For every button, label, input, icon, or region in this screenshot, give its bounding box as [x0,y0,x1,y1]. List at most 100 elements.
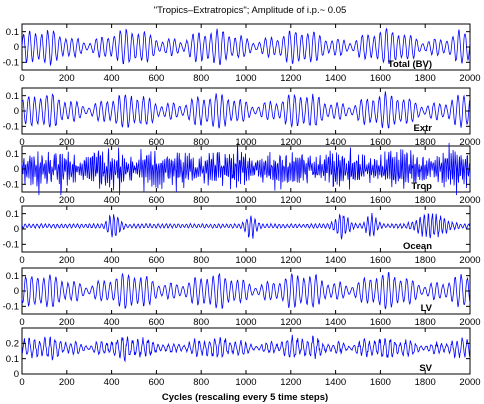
x-tick-label: 200 [59,317,75,328]
x-tick-label: 200 [59,195,75,206]
x-tick-label: 1200 [280,137,301,148]
y-tick-label: -0.1 [3,302,19,313]
series-line [21,142,471,196]
series-line [21,334,471,363]
x-axis-label: Cycles (rescaling every 5 time steps) [162,392,328,403]
y-tick-label: 0 [14,106,19,117]
panels: 0.10-0.10 200 400 600 800 1000 1200 1400 1600 180… [3,23,481,388]
y-tick-label: -0.1 [3,58,19,69]
x-tick-label: 1000 [235,73,256,84]
y-tick-label: 0.1 [6,91,19,102]
panel-frame [21,327,471,375]
series-line [21,27,471,67]
x-tick-label: 1800 [415,317,436,328]
x-tick-label: 200 [59,255,75,266]
x-tick-label: 600 [148,137,164,148]
x-tick-label: 1400 [325,195,346,206]
x-tick-label: 1400 [325,255,346,266]
x-tick-label: 1400 [325,317,346,328]
x-tick-label: 600 [148,73,164,84]
panel-label: Trop [411,181,432,192]
x-tick-label: 1800 [415,137,436,148]
y-tick-label: 0 [14,42,19,53]
x-tick-label: 1000 [235,255,256,266]
x-tick-label: 800 [193,317,209,328]
x-tick-label: 600 [148,377,164,388]
panel-label: LV [421,303,433,314]
panel-frame [21,87,471,135]
x-tick-label: 2000 [459,317,480,328]
panel-ocean: 0.10-0.10 200 400 600 800 1000 1200 1400 1600 180… [3,205,481,266]
panel-trop: 0.10-0.10 200 400 600 800 1000 1200 1400 1600 180… [3,142,481,206]
x-tick-label: 1400 [325,377,346,388]
x-tick-label: 2000 [459,255,480,266]
y-tick-label: 0.1 [6,27,19,38]
y-tick-label: 0.1 [6,354,19,365]
series-line [21,91,471,129]
x-tick-label: 600 [148,317,164,328]
series-line [21,271,471,310]
x-tick-label: 0 [19,73,24,84]
panel-total-bv: 0.10-0.10 200 400 600 800 1000 1200 1400 1600 180… [3,23,481,84]
y-tick-label: 0.1 [6,149,19,160]
x-tick-label: 800 [193,137,209,148]
x-tick-label: 2000 [459,377,480,388]
x-tick-label: 200 [59,137,75,148]
x-tick-label: 2000 [459,137,480,148]
x-tick-label: 1800 [415,195,436,206]
x-tick-label: 1400 [325,137,346,148]
y-tick-label: 0 [14,224,19,235]
x-tick-label: 0 [19,317,24,328]
panel-label: Extr [414,123,433,134]
panel-label: SV [419,363,432,374]
y-tick-label: -0.1 [3,240,19,251]
x-tick-label: 400 [104,137,120,148]
x-tick-label: 200 [59,73,75,84]
x-tick-label: 1200 [280,317,301,328]
panel-label: Ocean [403,241,432,252]
x-tick-label: 800 [193,377,209,388]
x-tick-label: 1000 [235,377,256,388]
x-tick-label: 400 [104,255,120,266]
x-tick-label: 1400 [325,73,346,84]
x-tick-label: 800 [193,195,209,206]
x-tick-label: 1200 [280,377,301,388]
panel-frame [21,267,471,315]
x-tick-label: 400 [104,195,120,206]
chart-title: "Tropics–Extratropics"; Amplitude of i.p… [154,5,347,16]
x-tick-label: 1600 [370,137,391,148]
x-tick-label: 600 [148,195,164,206]
y-tick-label: -0.1 [3,122,19,133]
y-tick-label: 0 [14,164,19,175]
y-tick-label: 0 [14,369,19,380]
x-tick-label: 1600 [370,195,391,206]
x-tick-label: 400 [104,317,120,328]
x-tick-label: 2000 [459,195,480,206]
x-tick-label: 1600 [370,73,391,84]
x-tick-label: 1000 [235,195,256,206]
x-tick-label: 400 [104,377,120,388]
panel-label: Total (BV) [388,59,432,70]
x-tick-label: 1000 [235,317,256,328]
x-tick-label: 2000 [459,73,480,84]
y-tick-label: -0.1 [3,180,19,191]
y-tick-label: 0.1 [6,209,19,220]
x-tick-label: 0 [19,195,24,206]
x-tick-label: 1000 [235,137,256,148]
x-tick-label: 1600 [370,377,391,388]
x-tick-label: 0 [19,377,24,388]
series-line [21,213,471,240]
x-tick-label: 800 [193,73,209,84]
panel-sv: 0.2 0.1 00 200 400 600 800 1000 1200 1400 1600 1800… [6,327,481,388]
y-tick-label: 0.1 [6,271,19,282]
x-tick-label: 1600 [370,317,391,328]
x-tick-label: 0 [19,255,24,266]
x-tick-label: 1200 [280,73,301,84]
x-tick-label: 400 [104,73,120,84]
x-tick-label: 1800 [415,255,436,266]
x-tick-label: 1200 [280,195,301,206]
x-tick-label: 1800 [415,377,436,388]
panel-lv: 0.10-0.10 200 400 600 800 1000 1200 1400 1600 180… [3,267,481,328]
x-tick-label: 0 [19,137,24,148]
